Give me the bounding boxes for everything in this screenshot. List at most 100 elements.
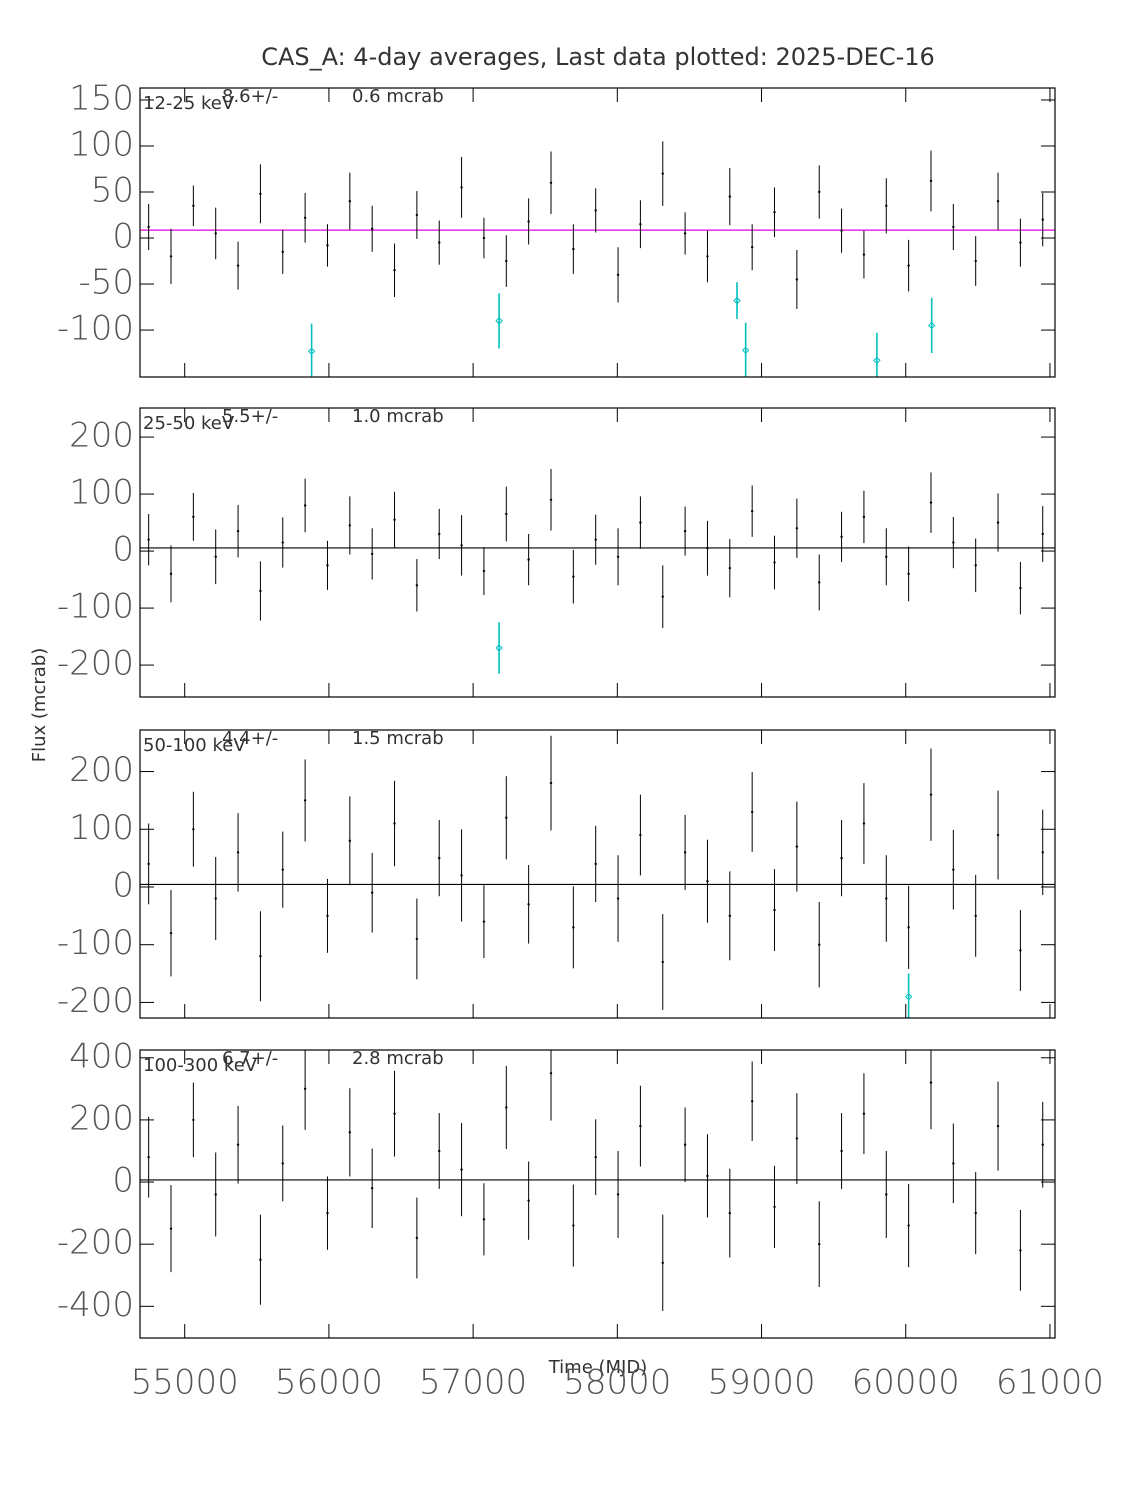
data-point xyxy=(907,264,910,267)
data-point xyxy=(741,346,750,355)
data-point xyxy=(192,828,195,831)
data-point xyxy=(616,1193,620,1196)
data-point xyxy=(661,595,664,598)
y-tick-label: 0 xyxy=(112,1161,134,1201)
data-point xyxy=(885,1193,888,1196)
data-point xyxy=(728,914,732,918)
mean-label: 4.4+/- xyxy=(222,728,278,749)
data-point xyxy=(996,521,1000,524)
data-point xyxy=(750,509,754,513)
data-point xyxy=(952,541,955,544)
data-point xyxy=(616,273,620,277)
y-tick-label: -200 xyxy=(57,981,134,1021)
data-point xyxy=(773,211,776,214)
data-point xyxy=(706,1174,709,1178)
data-point xyxy=(303,504,307,507)
data-point xyxy=(795,278,799,281)
y-tick-label: 100 xyxy=(69,124,134,164)
data-point xyxy=(927,321,936,330)
data-point xyxy=(236,1143,240,1146)
data-point xyxy=(728,195,732,198)
data-point xyxy=(370,552,374,556)
band-label: 50-100 keV xyxy=(143,735,246,756)
plot-area xyxy=(140,735,1055,1018)
mean-error-label: 1.5 mcrab xyxy=(352,728,444,749)
data-point xyxy=(840,535,843,539)
data-point xyxy=(952,225,955,229)
data-point xyxy=(192,204,195,208)
data-point xyxy=(147,225,150,229)
data-point xyxy=(482,920,486,923)
data-point xyxy=(818,943,821,946)
data-point xyxy=(505,1106,508,1109)
x-tick-label: 59000 xyxy=(707,1363,815,1403)
data-point xyxy=(1041,851,1044,854)
data-point xyxy=(214,232,217,235)
data-point xyxy=(639,1124,642,1128)
y-tick-label: -100 xyxy=(57,309,134,349)
data-point xyxy=(661,1261,664,1265)
data-point xyxy=(192,1118,195,1122)
data-point xyxy=(750,246,754,249)
y-tick-label: 200 xyxy=(69,750,134,790)
data-point xyxy=(862,822,866,825)
data-point xyxy=(594,862,597,866)
data-point xyxy=(904,992,913,1001)
data-point xyxy=(460,1168,463,1171)
band-label: 25-50 keV xyxy=(143,413,235,434)
panel: 400 200 0 -200 -400 55000 56000 57000 58000 59000… xyxy=(57,1036,1104,1403)
data-point xyxy=(348,1131,352,1134)
data-point xyxy=(885,555,888,558)
data-point xyxy=(482,1218,486,1221)
data-point xyxy=(795,527,799,530)
y-tick-label: 100 xyxy=(69,808,134,848)
y-tick-label: 150 xyxy=(69,78,134,118)
data-point xyxy=(505,816,508,819)
data-point xyxy=(996,200,1000,203)
data-point xyxy=(307,347,316,355)
data-point xyxy=(706,880,709,883)
data-point xyxy=(236,529,240,533)
y-tick-label: 100 xyxy=(69,473,134,513)
data-point xyxy=(873,356,881,365)
data-point xyxy=(996,833,1000,837)
data-point xyxy=(527,558,530,561)
data-point xyxy=(572,247,575,251)
data-point xyxy=(236,851,240,854)
plot-area xyxy=(140,468,1055,674)
x-tick-label: 56000 xyxy=(275,1363,383,1403)
data-point xyxy=(572,926,575,929)
data-point xyxy=(974,259,977,263)
data-point xyxy=(214,1193,217,1196)
plot-area xyxy=(140,141,1055,377)
data-point xyxy=(1041,532,1044,536)
y-tick-label: 50 xyxy=(91,171,134,211)
y-tick-label: -400 xyxy=(57,1285,134,1325)
data-point xyxy=(326,244,329,247)
x-tick-label: 60000 xyxy=(852,1363,960,1403)
data-point xyxy=(885,897,888,900)
data-point xyxy=(549,181,553,184)
data-point xyxy=(348,524,352,527)
x-tick-label: 61000 xyxy=(996,1363,1104,1403)
data-point xyxy=(505,259,508,263)
data-point xyxy=(639,833,642,837)
data-point xyxy=(840,1149,843,1153)
data-point xyxy=(594,1155,597,1159)
mean-error-label: 1.0 mcrab xyxy=(352,406,444,427)
data-point xyxy=(683,232,687,235)
data-point xyxy=(326,564,329,567)
data-point xyxy=(728,1211,732,1215)
data-point xyxy=(527,1199,530,1202)
data-point xyxy=(929,179,933,183)
y-axis-title: Flux (mcrab) xyxy=(29,648,50,762)
data-point xyxy=(750,1100,754,1103)
data-point xyxy=(706,547,709,550)
data-point xyxy=(415,1236,419,1240)
data-point xyxy=(840,856,843,860)
mean-error-label: 0.6 mcrab xyxy=(352,86,444,107)
data-point xyxy=(303,1087,307,1091)
